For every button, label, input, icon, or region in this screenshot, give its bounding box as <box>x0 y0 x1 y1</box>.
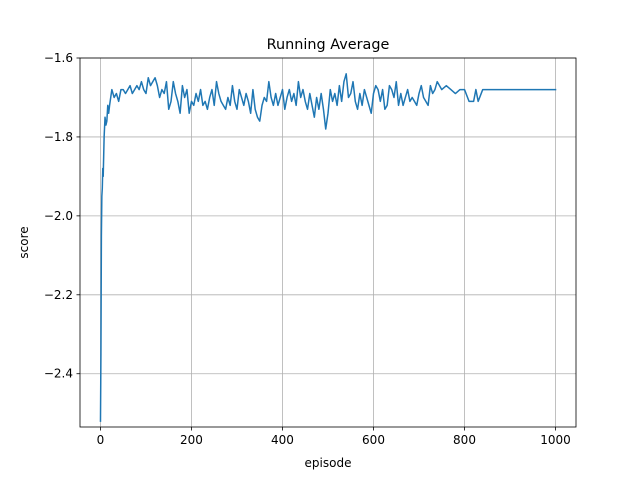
x-tick-label: 0 <box>97 433 105 447</box>
y-tick-label: −2.2 <box>44 288 73 302</box>
x-axis-ticks: 0 200 400 600 800 1000 <box>97 427 571 447</box>
y-tick-label: −1.8 <box>44 130 73 144</box>
x-tick-label: 800 <box>453 433 476 447</box>
x-tick-label: 400 <box>271 433 294 447</box>
x-tick-label: 1000 <box>540 433 571 447</box>
x-tick-label: 200 <box>180 433 203 447</box>
y-tick-label: −2.4 <box>44 367 73 381</box>
x-axis-label: episode <box>305 456 352 470</box>
x-tick-label: 600 <box>362 433 385 447</box>
plot-frame <box>79 57 577 428</box>
series-layer <box>99 73 557 422</box>
running-average-line <box>99 73 557 422</box>
y-axis-ticks: −2.4 −2.2 −2.0 −1.8 −1.6 <box>44 51 80 381</box>
y-tick-label: −1.6 <box>44 51 73 65</box>
plot-area <box>80 58 576 427</box>
y-axis-label: score <box>17 226 31 258</box>
y-tick-label: −2.0 <box>44 209 73 223</box>
chart-title: Running Average <box>267 37 390 53</box>
